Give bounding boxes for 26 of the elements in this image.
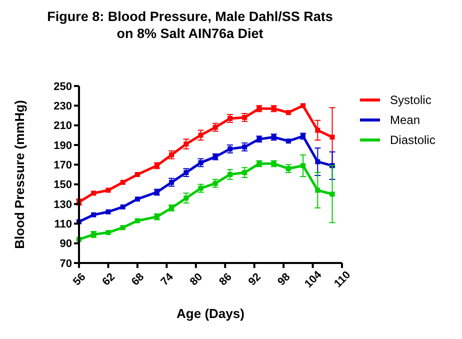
y-tick-label: 210 [54, 120, 72, 132]
x-tick-label: 104 [302, 268, 325, 290]
x-tick-label: 80 [188, 271, 206, 288]
x-axis-title: Age (Days) [176, 306, 244, 321]
x-tick-label: 86 [217, 271, 234, 288]
y-axis-title: Blood Pressure (mmHg) [12, 100, 27, 249]
legend-label: Systolic [390, 93, 432, 108]
legend-label: Diastolic [390, 133, 436, 148]
y-tick-label: 110 [54, 218, 72, 231]
x-tick-label: 56 [71, 271, 88, 288]
y-tick-label: 170 [54, 160, 72, 172]
x-tick-label: 98 [276, 271, 293, 288]
x-tick-label: 62 [100, 271, 118, 288]
x-tick-label: 68 [129, 271, 147, 288]
y-tick-label: 250 [54, 80, 72, 93]
x-tick-label: 110 [332, 269, 354, 290]
y-tick-label: 190 [54, 140, 72, 152]
y-tick-label: 130 [54, 198, 72, 211]
y-tick-label: 90 [60, 238, 72, 250]
y-tick-label: 150 [54, 179, 72, 192]
x-tick-label: 74 [158, 270, 176, 288]
y-tick-label: 230 [54, 100, 72, 113]
y-tick-label: 70 [60, 258, 72, 270]
chart-title: Figure 8: Blood Pressure, Male Dahl/SS Rats on 8% Salt AIN76a Diet [47, 9, 333, 41]
legend-label: Mean [390, 113, 420, 128]
x-tick-label: 92 [246, 271, 264, 288]
